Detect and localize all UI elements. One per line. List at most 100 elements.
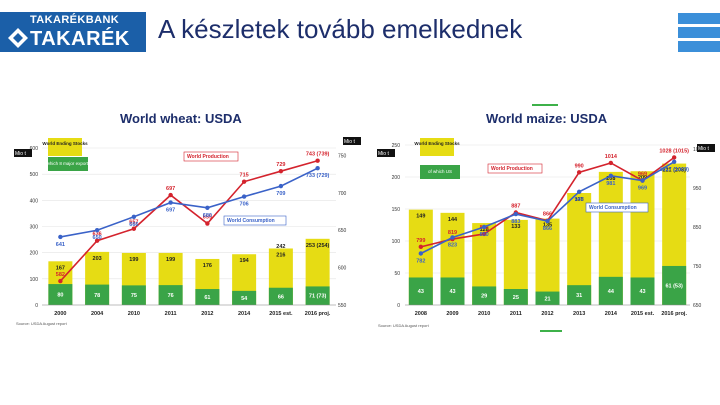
consumption-value-label: 697 bbox=[166, 208, 175, 214]
legend-of-which-swatch bbox=[48, 157, 88, 171]
of-which-value-label: 54 bbox=[241, 296, 248, 302]
legend-of-which-label: of which 8 major exporters bbox=[42, 161, 96, 166]
left-tick-label: 400 bbox=[30, 198, 39, 204]
legend-stocks-label: World Ending Stocks bbox=[42, 141, 88, 146]
accent-line bbox=[532, 104, 558, 106]
of-which-bar bbox=[598, 276, 623, 305]
x-tick-label: 2012 bbox=[201, 311, 213, 317]
stocks-value-label: 175 bbox=[575, 197, 584, 203]
of-which-bar bbox=[535, 291, 560, 305]
of-which-bar bbox=[662, 265, 687, 305]
legend-production-box bbox=[183, 151, 239, 162]
decor-bar bbox=[678, 27, 720, 38]
brand-mark-icon bbox=[8, 28, 28, 48]
production-point bbox=[241, 179, 247, 184]
consumption-point bbox=[671, 159, 677, 164]
production-value-label: 657 bbox=[129, 220, 138, 226]
x-tick-label: 2000 bbox=[54, 311, 66, 317]
stocks-value-label: 221 (208) bbox=[662, 168, 686, 174]
x-tick-label: 2009 bbox=[446, 311, 458, 317]
consumption-point bbox=[131, 214, 137, 219]
x-tick-label: 2015 est. bbox=[631, 311, 655, 317]
legend-of-which-swatch bbox=[420, 165, 460, 179]
of-which-bar bbox=[195, 289, 220, 305]
production-value-label: 715 bbox=[240, 173, 249, 179]
consumption-value-label: 883 bbox=[511, 219, 520, 225]
production-value-label: 636 bbox=[93, 232, 102, 238]
x-tick-label: 2011 bbox=[510, 311, 522, 317]
legend-stocks-swatch bbox=[48, 138, 82, 156]
right-tick-label: 750 bbox=[693, 264, 702, 270]
legend-stocks-label: World Ending Stocks bbox=[414, 141, 460, 146]
production-point bbox=[205, 221, 210, 226]
decor-bar bbox=[678, 41, 720, 52]
source-note: Source: USDA August report bbox=[16, 321, 68, 326]
consumption-value-label: 850 bbox=[480, 232, 489, 238]
of-which-value-label: 29 bbox=[481, 294, 487, 300]
production-value-label: 799 bbox=[416, 238, 425, 244]
consumption-value-label: 782 bbox=[416, 258, 425, 264]
legend-consumption-label: World Consumption bbox=[227, 218, 275, 224]
production-point bbox=[576, 170, 582, 175]
x-tick-label: 2014 bbox=[605, 311, 618, 317]
production-line bbox=[59, 159, 318, 282]
consumption-point bbox=[481, 224, 487, 230]
production-point bbox=[418, 244, 424, 250]
stocks-value-label: 128 bbox=[480, 227, 489, 233]
stocks-value-label: 149 bbox=[416, 214, 425, 220]
production-value-label: 697 bbox=[166, 186, 175, 192]
of-which-bar bbox=[48, 284, 73, 305]
of-which-value-label: 43 bbox=[449, 289, 455, 295]
production-point bbox=[315, 158, 320, 163]
consumption-value-label: 1017 (1009) bbox=[659, 167, 689, 173]
unit-badge bbox=[377, 149, 395, 157]
legend-consumption-box bbox=[223, 215, 287, 226]
left-tick-label: 0 bbox=[35, 303, 38, 309]
production-value-label: 819 bbox=[448, 230, 457, 236]
stocks-value-label: 199 bbox=[166, 257, 175, 263]
production-point bbox=[608, 160, 614, 166]
consumption-point bbox=[608, 173, 614, 179]
legend-consumption-box bbox=[585, 202, 649, 213]
source-note: Source: USDA August report bbox=[378, 323, 430, 328]
right-tick-label: 850 bbox=[693, 225, 702, 231]
production-value-label: 729 bbox=[276, 162, 285, 168]
consumption-point bbox=[205, 205, 210, 211]
of-which-bar bbox=[630, 277, 655, 305]
chart-title: World wheat: USDA bbox=[120, 111, 242, 126]
consumption-value-label: 940 bbox=[575, 197, 584, 203]
consumption-point bbox=[640, 178, 645, 183]
brand-logo: TAKARÉKBANK TAKARÉK bbox=[0, 12, 146, 52]
production-point bbox=[168, 192, 173, 198]
unit-badge bbox=[343, 137, 361, 145]
of-which-value-label: 61 (53) bbox=[665, 283, 683, 289]
legend-stocks-swatch bbox=[420, 138, 454, 156]
right-tick-label: 600 bbox=[338, 266, 347, 272]
x-tick-label: 2012 bbox=[541, 311, 553, 317]
brand-name: TAKARÉK bbox=[30, 28, 130, 50]
of-which-value-label: 66 bbox=[278, 294, 284, 300]
stocks-value-label: 199 bbox=[129, 257, 138, 263]
left-tick-label: 100 bbox=[30, 277, 39, 283]
production-value-label: 582 bbox=[56, 272, 65, 278]
left-tick-label: 500 bbox=[30, 172, 39, 178]
of-which-value-label: 43 bbox=[418, 289, 424, 295]
production-point bbox=[94, 238, 100, 243]
of-which-value-label: 61 bbox=[204, 295, 210, 301]
left-tick-label: 50 bbox=[394, 271, 400, 277]
stocks-value-label: 208 bbox=[606, 176, 615, 182]
of-which-value-label: 31 bbox=[576, 293, 582, 299]
of-which-value-label: 25 bbox=[513, 295, 519, 301]
stocks-extra-label: 242 bbox=[276, 244, 285, 250]
of-which-bar bbox=[567, 285, 592, 305]
x-tick-label: 2013 bbox=[573, 311, 585, 317]
of-which-bar bbox=[268, 287, 293, 305]
production-value-label: 969 bbox=[638, 172, 647, 178]
left-tick-label: 0 bbox=[397, 303, 400, 309]
consumption-point bbox=[94, 228, 100, 233]
production-value-label: 1028 (1015) bbox=[659, 148, 689, 154]
of-which-bar bbox=[408, 277, 433, 305]
production-value-label: 659 bbox=[203, 215, 212, 221]
x-tick-label: 2010 bbox=[128, 311, 140, 317]
x-tick-label: 2004 bbox=[91, 311, 104, 317]
